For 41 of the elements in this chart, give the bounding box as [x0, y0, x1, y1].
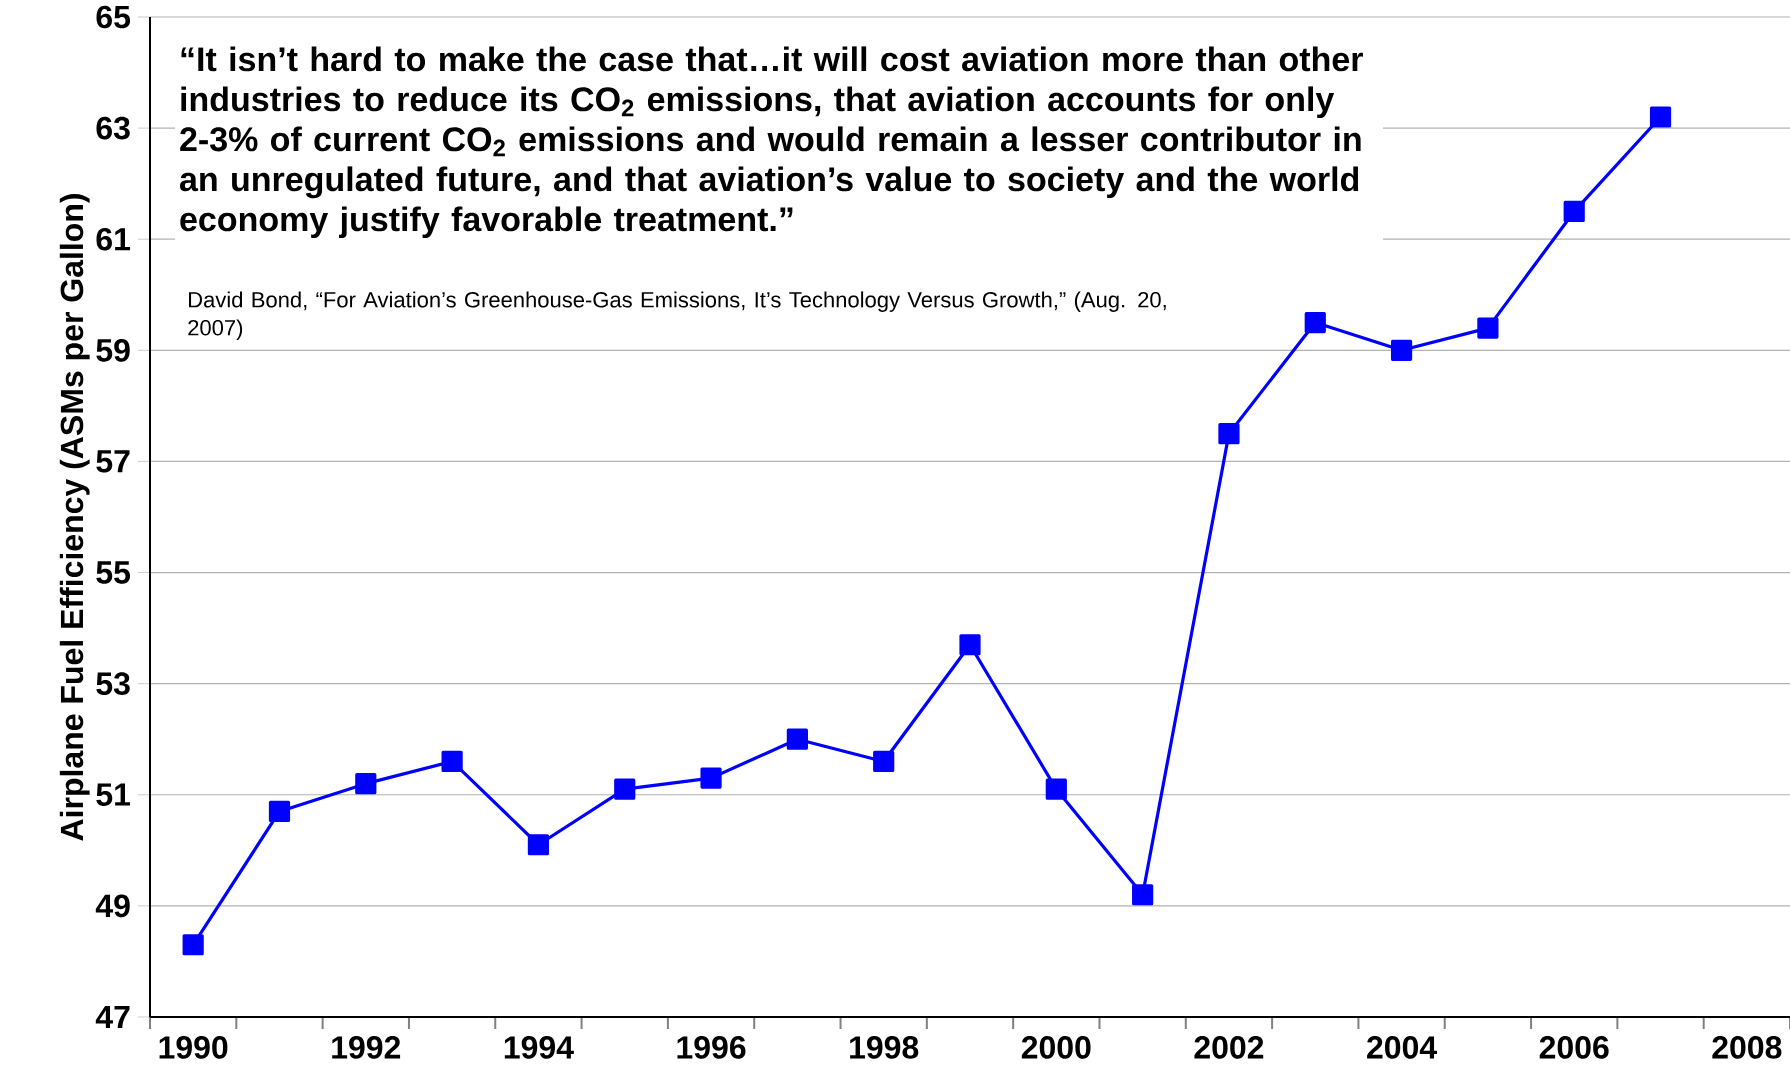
point: [268, 800, 291, 823]
x-tick-label: 1992: [332, 1036, 401, 1059]
x-tick-label: 2008: [1712, 1036, 1782, 1059]
y-tick-label: 51: [96, 783, 131, 806]
x-tick-label: 1994: [504, 1036, 574, 1059]
y-tick-label: 61: [96, 227, 131, 251]
point: [1304, 311, 1326, 334]
x-tick-label: 2006: [1539, 1036, 1609, 1059]
y-tick-label: 55: [96, 561, 131, 584]
y-tick-label: 65: [96, 5, 131, 29]
point: [959, 634, 981, 656]
point: [182, 934, 204, 956]
point: [355, 773, 377, 795]
point: [1390, 339, 1413, 361]
y-tick-label: 53: [96, 672, 130, 695]
point: [1132, 884, 1154, 906]
point: [527, 834, 550, 856]
point: [786, 728, 808, 750]
point: [1477, 317, 1499, 339]
x-tick-label: 1990: [159, 1036, 228, 1059]
text: “It isn’t hard to make the case that…it will cost aviation more than other industries to reduce its CO$_{2}$ emissions, that aviation accounts for only 2-3% of current CO$_{2}$ emissions and would remain a lesser contributor in an unregulated future, and that aviation’s value to society and the world economy justify favorable treatment.”: [180, 46, 1363, 239]
x-tick-label: 1996: [677, 1036, 746, 1059]
point: [1649, 106, 1672, 128]
point: [1045, 778, 1067, 800]
point: [441, 750, 463, 773]
x-tick-label: 1998: [850, 1036, 919, 1059]
y-axis-title: Airplane Fuel Efficiency (ASMs per Gallon): [59, 194, 90, 841]
point: [700, 767, 722, 789]
y-tick-label: 57: [96, 450, 130, 473]
point: [873, 750, 895, 773]
y-tick-label: 49: [95, 894, 130, 918]
y-tick-label: 47: [95, 1005, 130, 1028]
point: [614, 778, 636, 800]
x-tick-label: 2000: [1021, 1036, 1091, 1059]
y-tick-label: 59: [96, 339, 130, 362]
point: [1218, 423, 1240, 445]
x-tick-label: 2004: [1367, 1036, 1437, 1059]
annotation: David Bond, “For Aviation’s Greenhouse-Gas Emissions, It’s Technology Versus Growth,” (Aug. 20, 2007): [188, 291, 1166, 340]
x-tick-label: 2002: [1194, 1036, 1264, 1059]
point: [1563, 200, 1585, 223]
y-tick-label: 63: [96, 116, 130, 140]
